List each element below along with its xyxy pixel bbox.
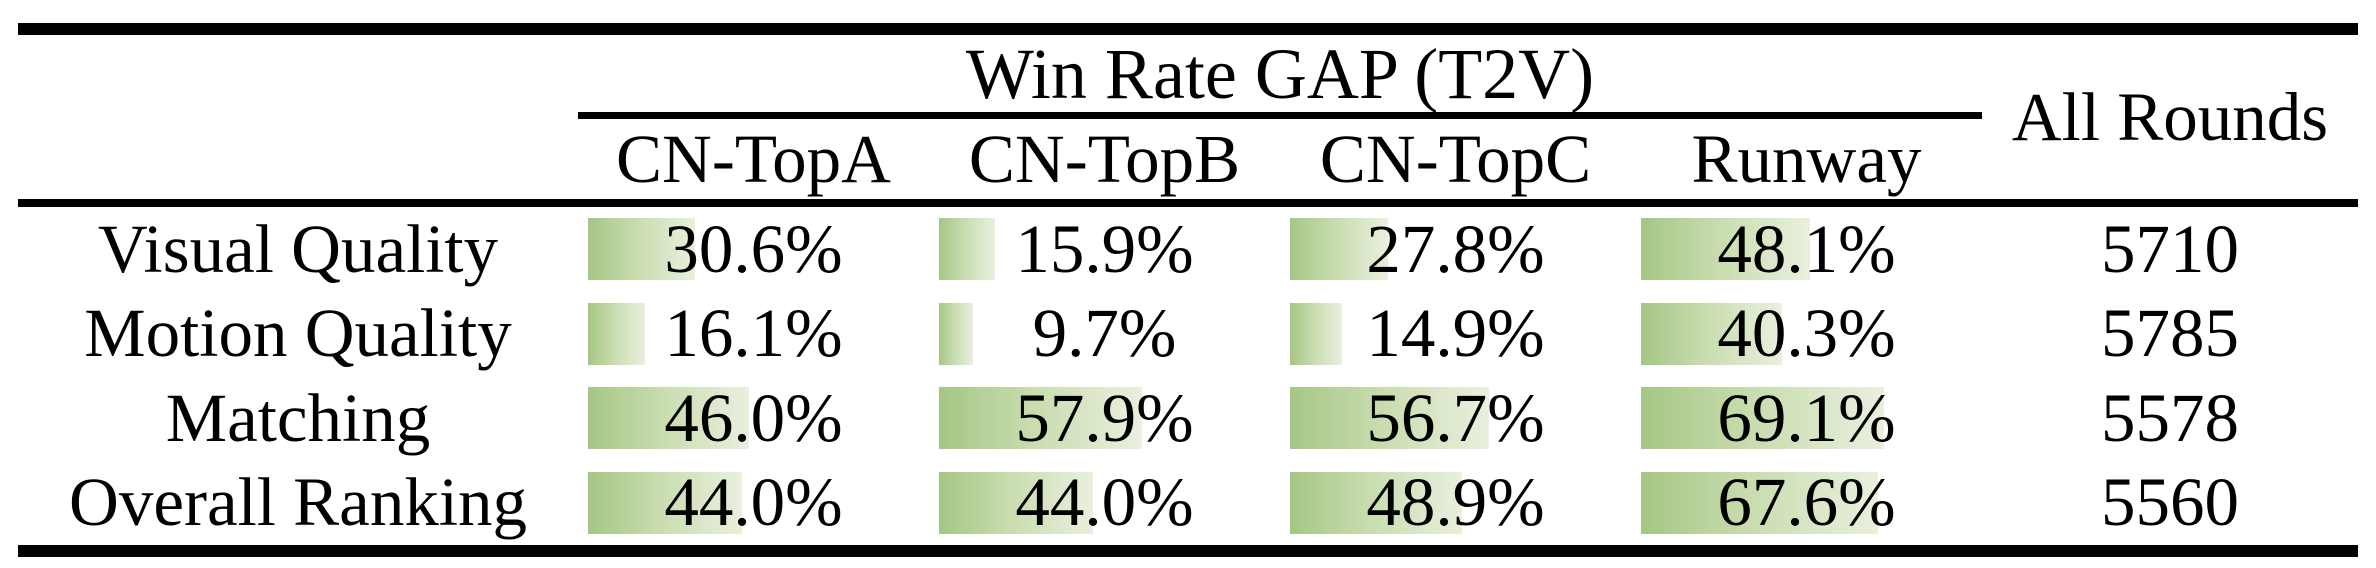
win-rate-cell: 46.0%	[578, 376, 929, 461]
win-rate-cell: 44.0%	[578, 461, 929, 546]
win-rate-bar	[1641, 218, 1810, 281]
column-header-runway: Runway	[1691, 120, 1922, 197]
row-label: Matching	[165, 379, 431, 456]
table-row: Motion Quality 16.1% 9.7% 14.9% 40.3% 57…	[18, 292, 2358, 377]
win-rate-bar	[588, 218, 696, 281]
win-rate-value: 48.9%	[1366, 464, 1545, 541]
column-header-row: CN-TopA CN-TopB CN-TopC Runway	[18, 119, 2358, 199]
table-inner: Win Rate GAP (T2V) CN-TopA CN-TopB CN-To…	[18, 23, 2358, 557]
win-rate-value: 44.0%	[1015, 464, 1194, 541]
win-rate-cell: 48.1%	[1631, 207, 1982, 292]
row-label: Visual Quality	[97, 210, 499, 287]
win-rate-bar	[939, 471, 1094, 534]
win-rate-value: 46.0%	[664, 379, 843, 456]
win-rate-value: 40.3%	[1717, 295, 1896, 372]
win-rate-bar	[1641, 471, 1879, 534]
table-row: Visual Quality 30.6% 15.9% 27.8% 48.1% 5…	[18, 207, 2358, 292]
header-body-rule	[18, 199, 2358, 207]
all-rounds-value: 5578	[2101, 379, 2239, 456]
win-rate-bar	[1641, 302, 1783, 365]
header-spacer-cell	[18, 35, 578, 112]
win-rate-cell: 48.9%	[1280, 461, 1631, 546]
win-rate-bar	[588, 302, 645, 365]
win-rate-bar	[1290, 302, 1343, 365]
table-row: Matching 46.0% 57.9% 56.7% 69.1% 5578	[18, 376, 2358, 461]
table-bottom-rule	[18, 545, 2358, 557]
win-rate-value: 9.7%	[1032, 295, 1177, 372]
win-rate-value: 48.1%	[1717, 210, 1896, 287]
table-body: Visual Quality 30.6% 15.9% 27.8% 48.1% 5…	[18, 207, 2358, 545]
win-rate-value: 30.6%	[664, 210, 843, 287]
win-rate-cell: 14.9%	[1280, 292, 1631, 377]
win-rate-cell: 44.0%	[929, 461, 1280, 546]
all-rounds-header: All Rounds	[2011, 78, 2329, 155]
all-rounds-value: 5710	[2101, 210, 2239, 287]
win-rate-value: 14.9%	[1366, 295, 1545, 372]
win-rate-bar	[588, 471, 743, 534]
win-rate-value: 67.6%	[1717, 464, 1896, 541]
win-rate-cell: 57.9%	[929, 376, 1280, 461]
group-underline-row	[18, 112, 2358, 119]
win-rate-bar	[939, 218, 995, 281]
column-header-cn-topc: CN-TopC	[1319, 120, 1592, 197]
win-rate-value: 57.9%	[1015, 379, 1194, 456]
win-rate-value: 16.1%	[664, 295, 843, 372]
win-rate-cell: 27.8%	[1280, 207, 1631, 292]
win-rate-cell: 30.6%	[578, 207, 929, 292]
win-rate-bar	[1290, 387, 1490, 450]
table-top-rule	[18, 23, 2358, 35]
win-rate-value: 44.0%	[664, 464, 843, 541]
win-rate-bar	[1290, 218, 1388, 281]
win-rate-cell: 15.9%	[929, 207, 1280, 292]
win-rate-bar	[588, 387, 750, 450]
group-header: Win Rate GAP (T2V)	[965, 33, 1595, 114]
win-rate-bar	[1290, 471, 1462, 534]
header-spacer-cell	[18, 119, 578, 199]
header-group-row: Win Rate GAP (T2V)	[18, 35, 2358, 112]
column-header-cn-topa: CN-TopA	[616, 120, 891, 197]
win-rate-cell: 69.1%	[1631, 376, 1982, 461]
all-rounds-value: 5785	[2101, 295, 2239, 372]
table-row: Overall Ranking 44.0% 44.0% 48.9% 67.6% …	[18, 461, 2358, 546]
win-rate-value: 69.1%	[1717, 379, 1896, 456]
win-rate-cell: 16.1%	[578, 292, 929, 377]
row-label: Overall Ranking	[69, 464, 527, 541]
win-rate-bar	[1641, 387, 1884, 450]
win-rate-value: 56.7%	[1366, 379, 1545, 456]
row-label: Motion Quality	[84, 295, 512, 372]
win-rate-cell: 67.6%	[1631, 461, 1982, 546]
win-rate-cell: 56.7%	[1280, 376, 1631, 461]
win-rate-value: 15.9%	[1015, 210, 1194, 287]
win-rate-bar	[939, 387, 1143, 450]
column-header-cn-topb: CN-TopB	[968, 120, 1241, 197]
win-rate-bar	[939, 302, 974, 365]
all-rounds-value: 5560	[2101, 464, 2239, 541]
win-rate-value: 27.8%	[1366, 210, 1545, 287]
group-underline-rule	[578, 112, 1982, 119]
win-rate-cell: 40.3%	[1631, 292, 1982, 377]
win-rate-cell: 9.7%	[929, 292, 1280, 377]
